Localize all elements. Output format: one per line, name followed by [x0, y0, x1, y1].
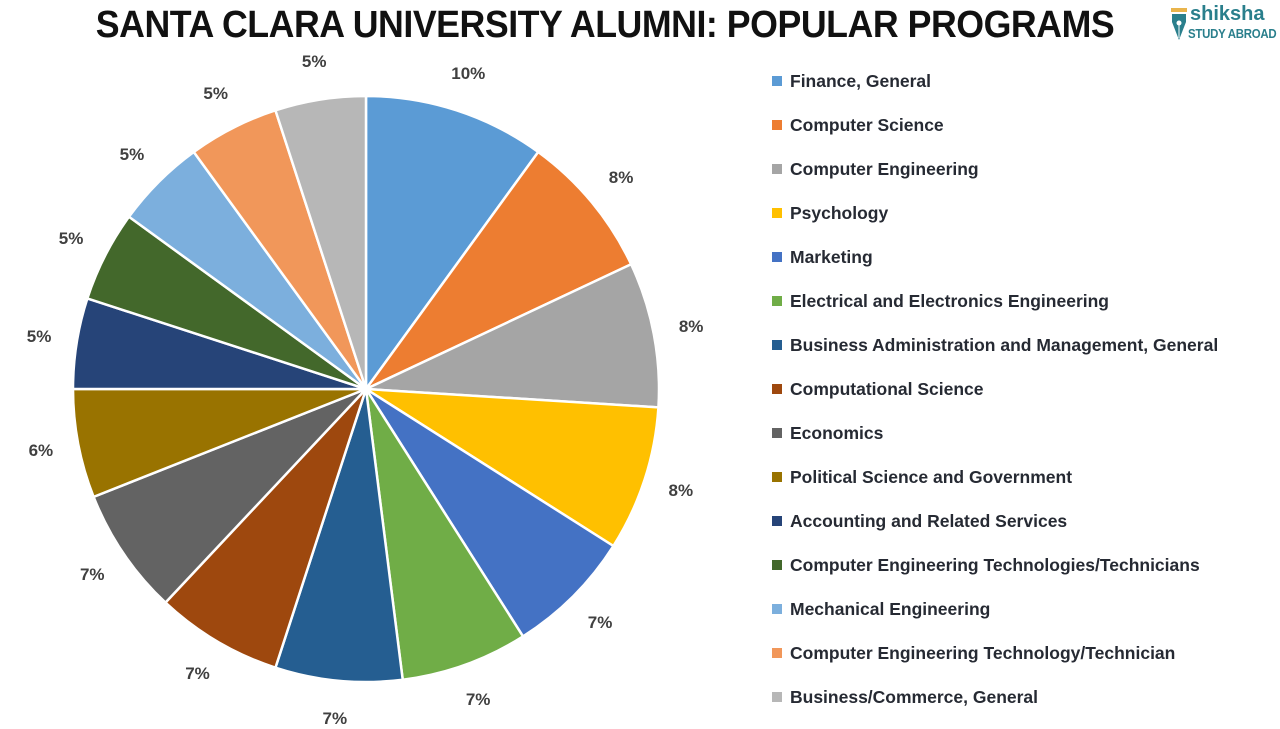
legend-item: Electrical and Electronics Engineering	[772, 289, 1109, 313]
pie-slice	[364, 94, 540, 393]
chart-title: SANTA CLARA UNIVERSITY ALUMNI: POPULAR P…	[95, 4, 1115, 46]
pie-slice	[364, 150, 633, 391]
slice-percent-label: 5%	[58, 228, 84, 248]
legend-swatch	[772, 208, 782, 218]
legend-label: Computer Engineering Technology/Technici…	[790, 642, 1176, 663]
slice-percent-label: 7%	[322, 708, 348, 728]
slice-percent-label: 5%	[203, 84, 229, 104]
legend-label: Computer Science	[790, 114, 944, 135]
legend-item: Computational Science	[772, 377, 984, 401]
legend-label: Political Science and Government	[790, 466, 1073, 487]
pie-slice	[273, 94, 368, 390]
slice-percent-label: 7%	[465, 690, 491, 710]
slice-percent-label: 6%	[28, 441, 54, 461]
slice-percent-label: 8%	[668, 481, 694, 501]
legend-item: Computer Engineering	[772, 157, 979, 181]
legend-item: Business Administration and Management, …	[772, 333, 1218, 357]
slice-percent-label: 5%	[301, 52, 327, 72]
legend-item: Finance, General	[772, 69, 931, 93]
legend-item: Business/Commerce, General	[772, 685, 1038, 709]
legend-label: Accounting and Related Services	[790, 510, 1068, 531]
pie-chart	[71, 94, 661, 684]
slice-percent-label: 8%	[608, 168, 634, 187]
legend-swatch	[772, 560, 782, 570]
slice-percent-label: 5%	[119, 144, 145, 164]
legend-label: Business Administration and Management, …	[790, 334, 1219, 355]
legend-swatch	[772, 76, 782, 86]
legend-label: Economics	[790, 422, 884, 443]
pie-slice	[364, 388, 525, 682]
legend-swatch	[772, 384, 782, 394]
pie-slice	[273, 388, 405, 684]
legend-label: Finance, General	[790, 70, 932, 91]
legend-swatch	[772, 516, 782, 526]
legend-item: Computer Engineering Technologies/Techni…	[772, 553, 1200, 577]
legend-swatch	[772, 252, 782, 262]
legend-item: Computer Science	[772, 113, 944, 137]
legend-swatch	[772, 120, 782, 130]
slice-percent-label: 8%	[678, 316, 704, 336]
logo-tagline: STUDY ABROAD	[1188, 26, 1277, 41]
legend-item: Accounting and Related Services	[772, 509, 1067, 533]
slice-percent-label: 10%	[451, 64, 486, 84]
legend-item: Psychology	[772, 201, 888, 225]
legend-swatch	[772, 692, 782, 702]
slice-percent-label: 7%	[185, 663, 210, 683]
legend-swatch	[772, 296, 782, 306]
slice-percent-label: 7%	[79, 565, 105, 585]
legend-label: Computer Engineering Technologies/Techni…	[790, 554, 1200, 575]
pie-slice	[91, 387, 367, 605]
legend-label: Computer Engineering	[790, 158, 979, 179]
legend-item: Mechanical Engineering	[772, 597, 990, 621]
legend-item: Political Science and Government	[772, 465, 1072, 489]
logo-brand: shiksha	[1190, 3, 1265, 25]
slice-percent-label: 5%	[26, 327, 52, 347]
pie-slice	[364, 387, 616, 639]
legend-swatch	[772, 164, 782, 174]
legend-label: Mechanical Engineering	[790, 598, 991, 619]
pie-slice	[365, 387, 660, 548]
legend-label: Marketing	[790, 246, 873, 267]
legend-swatch	[772, 428, 782, 438]
legend-swatch	[772, 472, 782, 482]
legend-swatch	[772, 604, 782, 614]
legend-label: Computational Science	[790, 378, 984, 399]
pie-slice	[163, 388, 368, 670]
legend-label: Psychology	[790, 202, 889, 223]
legend-label: Business/Commerce, General	[790, 686, 1039, 707]
legend-item: Marketing	[772, 245, 873, 269]
legend-item: Economics	[772, 421, 883, 445]
legend-swatch	[772, 340, 782, 350]
legend-item: Computer Engineering Technology/Technici…	[772, 641, 1175, 665]
slice-percent-label: 7%	[587, 613, 613, 633]
shiksha-logo: shiksha STUDY ABROAD	[1168, 3, 1278, 46]
legend-label: Electrical and Electronics Engineering	[790, 290, 1109, 311]
pie-slice	[365, 262, 661, 409]
pen-nib-icon	[1171, 8, 1187, 40]
legend-swatch	[772, 648, 782, 658]
